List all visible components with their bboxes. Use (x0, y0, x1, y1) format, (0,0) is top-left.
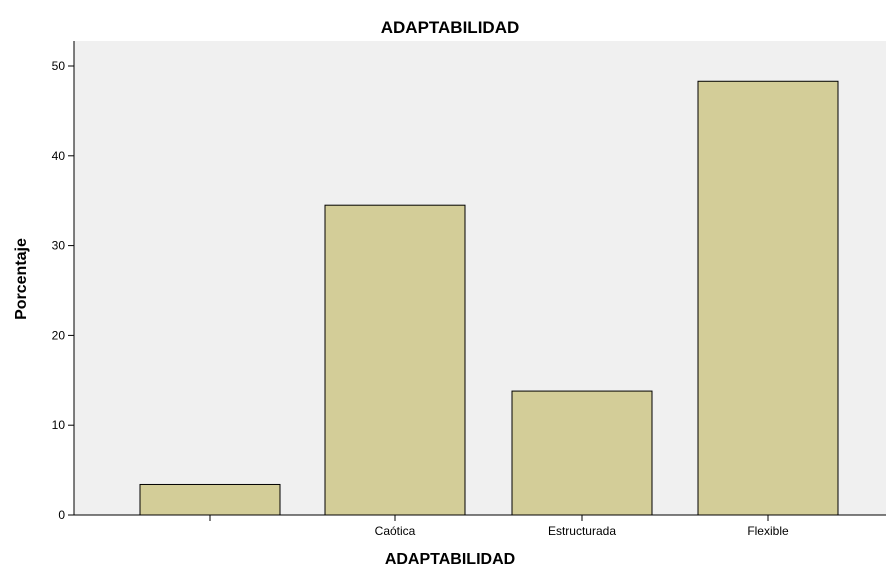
bar-2 (511, 390, 653, 516)
bar-0 (139, 483, 281, 516)
y-axis-ticks: 0 10 20 30 40 50 (52, 59, 74, 522)
y-axis-label: Porcentaje (13, 238, 30, 320)
bar-3 (697, 80, 839, 516)
x-tick-label: Caótica (375, 524, 416, 538)
bars (139, 80, 839, 516)
y-tick-label: 30 (52, 239, 66, 253)
x-axis-ticks: Caótica Estructurada Flexible (209, 515, 789, 538)
chart-title: ADAPTABILIDAD (381, 18, 520, 37)
y-tick-label: 20 (52, 328, 66, 342)
y-tick-label: 50 (52, 59, 66, 73)
x-tick-label: Estructurada (548, 524, 616, 538)
x-tick-label: Flexible (747, 524, 789, 538)
y-tick-label: 40 (52, 149, 66, 163)
x-axis-label: ADAPTABILIDAD (385, 551, 515, 566)
bar-1 (324, 204, 466, 516)
y-tick-label: 10 (52, 418, 66, 432)
y-tick-label: 0 (58, 508, 65, 522)
